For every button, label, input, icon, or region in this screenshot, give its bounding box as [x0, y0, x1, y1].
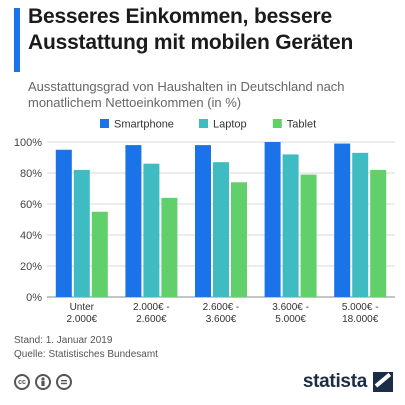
legend-label: Laptop — [213, 119, 247, 131]
bar-tablet — [300, 174, 317, 297]
bar-tablet — [231, 182, 247, 297]
legend-label: Tablet — [287, 119, 316, 131]
legend-swatch — [272, 119, 282, 128]
x-category-label: 18.000€ — [342, 314, 379, 325]
y-tick-label: 0% — [26, 292, 42, 304]
bar-chart: Smartphone Laptop Tablet 0% 20% 40% 60% 80% 100%… — [14, 119, 395, 325]
chart-title: Besseres Einkommen, bessere Ausstattung … — [28, 5, 354, 54]
x-category-label: 2.000€ - — [133, 302, 170, 313]
x-category-label: 2.600€ - — [203, 302, 240, 313]
bar-smartphone — [334, 143, 351, 297]
x-category-label: 5.000€ — [275, 314, 306, 325]
bar-tablet — [161, 197, 178, 297]
legend-swatch — [199, 119, 208, 128]
bar-tablet — [370, 169, 387, 297]
date-note: Stand: 1. Januar 2019 — [14, 335, 113, 346]
bar-smartphone — [125, 145, 142, 297]
bar-laptop — [213, 162, 229, 297]
y-tick-label: 40% — [20, 230, 42, 242]
y-tick-label: 60% — [20, 199, 42, 211]
source-note: Quelle: Statistisches Bundesamt — [14, 349, 158, 360]
bar-smartphone — [264, 142, 281, 297]
x-category-label: 2.000€ — [67, 314, 98, 325]
bar-smartphone — [195, 145, 211, 297]
bar-smartphone — [55, 149, 72, 297]
cc-icon[interactable]: cc — [14, 374, 30, 390]
legend-swatch — [100, 119, 109, 128]
x-category-label: 2.600€ — [136, 314, 167, 325]
title-accent-bar — [14, 8, 20, 72]
bar-laptop — [143, 163, 160, 297]
chart-subtitle: Ausstattungsgrad von Haushalten in Deuts… — [28, 79, 345, 110]
bar-laptop — [73, 169, 90, 297]
x-category-label: Unter — [70, 302, 95, 313]
statista-logo-icon — [373, 372, 393, 392]
statista-logo[interactable]: statista — [303, 371, 393, 393]
x-category-label: 5.000€ - — [342, 302, 379, 313]
legend-label: Smartphone — [114, 119, 174, 131]
x-category-label: 3.600€ - — [272, 302, 309, 313]
y-tick-label: 100% — [14, 137, 42, 149]
bar-laptop — [352, 152, 369, 297]
y-tick-label: 80% — [20, 168, 42, 180]
y-tick-label: 20% — [20, 261, 42, 273]
equal-icon[interactable] — [56, 374, 72, 390]
bar-laptop — [282, 154, 299, 297]
brand-name: statista — [302, 371, 367, 392]
x-category-label: 3.600€ — [206, 314, 237, 325]
bar-tablet — [91, 211, 108, 297]
person-icon[interactable] — [35, 374, 51, 390]
license-icons: cc — [14, 374, 72, 390]
